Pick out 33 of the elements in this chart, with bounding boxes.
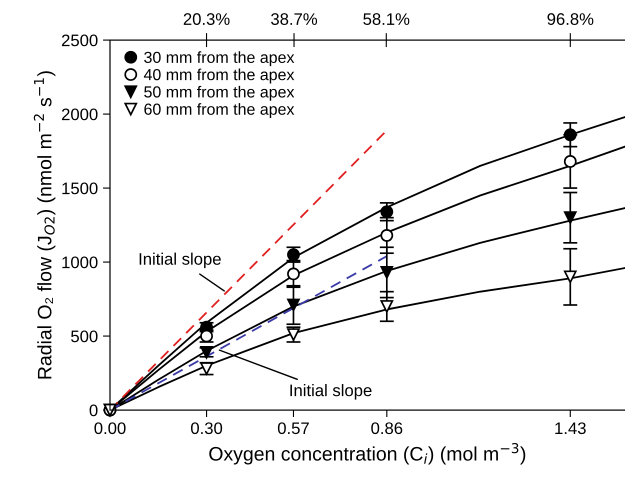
point: [564, 211, 577, 224]
y-tick-label: 500: [71, 330, 98, 342]
x2-tick-label: 58.1%: [363, 13, 410, 25]
legend-label: 40 mm from the apex: [144, 68, 294, 84]
x2-tick-label: 38.7%: [271, 13, 318, 25]
point: [564, 270, 577, 284]
point: [380, 205, 394, 218]
y-tick-label: 0: [90, 404, 98, 416]
y-tick-label: 1500: [62, 182, 98, 194]
x-axis-title: Oxygen concentration (C$_{i}$) (mol m$^{−3}$): [209, 442, 526, 465]
point: [380, 300, 394, 313]
legend-label: 60 mm from the apex: [144, 103, 294, 118]
y-tick-label: 2500: [62, 34, 98, 46]
x-tick-label: 1.43: [555, 422, 586, 434]
y-axis-title: Radial O₂ flow (J$_{O2}$) (nmol m$^{−2}$ s$^{−1}$): [34, 71, 56, 379]
point: [564, 128, 577, 142]
x2-tick-label: 20.3%: [184, 13, 230, 25]
x-tick-label: 0.30: [190, 422, 222, 434]
legend-label: 30 mm from the apex: [144, 51, 294, 66]
annotation: Initial slope: [140, 252, 221, 268]
x-tick-label: 0.00: [94, 422, 126, 434]
x2-tick-label: 96.8%: [547, 13, 594, 25]
y-tick-label: 1000: [62, 256, 98, 268]
annotation: Initial slope: [290, 384, 372, 400]
x-tick-label: 0.86: [371, 422, 402, 434]
point: [287, 298, 300, 312]
point: [287, 268, 300, 280]
legend-label: 50 mm from the apex: [144, 86, 294, 101]
point: [380, 266, 394, 279]
y-tick-label: 2000: [62, 108, 98, 120]
point: [380, 229, 394, 242]
point: [564, 155, 577, 168]
x-tick-label: 0.57: [278, 422, 309, 434]
